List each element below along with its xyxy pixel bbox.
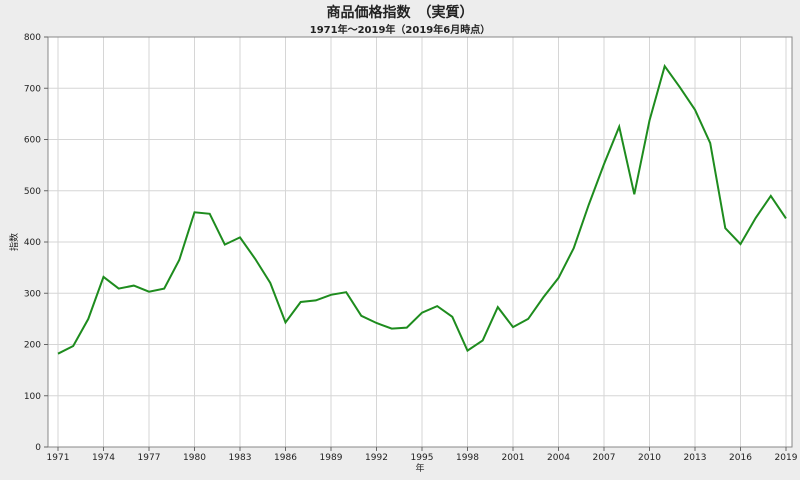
x-tick-label: 1983	[229, 453, 252, 463]
series-line	[57, 63, 787, 355]
y-tick-label: 100	[24, 392, 41, 402]
x-tick-label: 2001	[502, 453, 525, 463]
x-axis-ticks: 1971 1974 1977 1980 1983 1986 1989 1992 1995 1998…	[47, 447, 798, 463]
x-tick-label: 2013	[684, 453, 707, 463]
x-tick-label: 1974	[92, 453, 115, 463]
x-tick-label: 1977	[138, 453, 161, 463]
x-tick-label: 1989	[320, 453, 343, 463]
x-tick-label: 1971	[47, 453, 70, 463]
y-tick-label: 600	[24, 136, 41, 146]
x-tick-label: 2016	[729, 453, 752, 463]
y-tick-label: 700	[24, 84, 41, 94]
y-tick-label: 400	[24, 238, 41, 248]
chart-subtitle: 1971年～2019年（2019年6月時点）	[309, 25, 491, 36]
x-tick-label: 1980	[183, 453, 206, 463]
x-axis-label: 年	[415, 462, 424, 474]
y-tick-label: 800	[24, 33, 41, 43]
x-tick-label: 2004	[547, 453, 570, 463]
x-tick-label: 1992	[365, 453, 388, 463]
y-tick-label: 0	[35, 443, 41, 453]
y-tick-label: 300	[24, 289, 41, 299]
y-tick-label: 200	[24, 341, 41, 351]
x-tick-label: 2010	[638, 453, 661, 463]
x-tick-label: 2007	[593, 453, 616, 463]
y-tick-label: 500	[24, 187, 41, 197]
x-tick-label: 1995	[411, 453, 434, 463]
x-tick-label: 1998	[456, 453, 479, 463]
grid-lines	[48, 37, 792, 447]
y-axis-ticks: 0 100 200 300 400 500 600 700 800	[24, 33, 48, 453]
chart-title: 商品価格指数 （実質）	[326, 5, 474, 21]
y-axis-label: 指数	[8, 233, 20, 251]
x-tick-label: 2019	[775, 453, 798, 463]
x-tick-label: 1986	[274, 453, 297, 463]
